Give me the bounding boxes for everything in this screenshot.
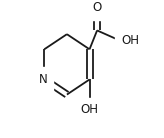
Text: OH: OH [121,34,139,47]
Text: N: N [39,73,47,86]
Text: O: O [92,1,102,14]
Text: OH: OH [81,103,99,116]
